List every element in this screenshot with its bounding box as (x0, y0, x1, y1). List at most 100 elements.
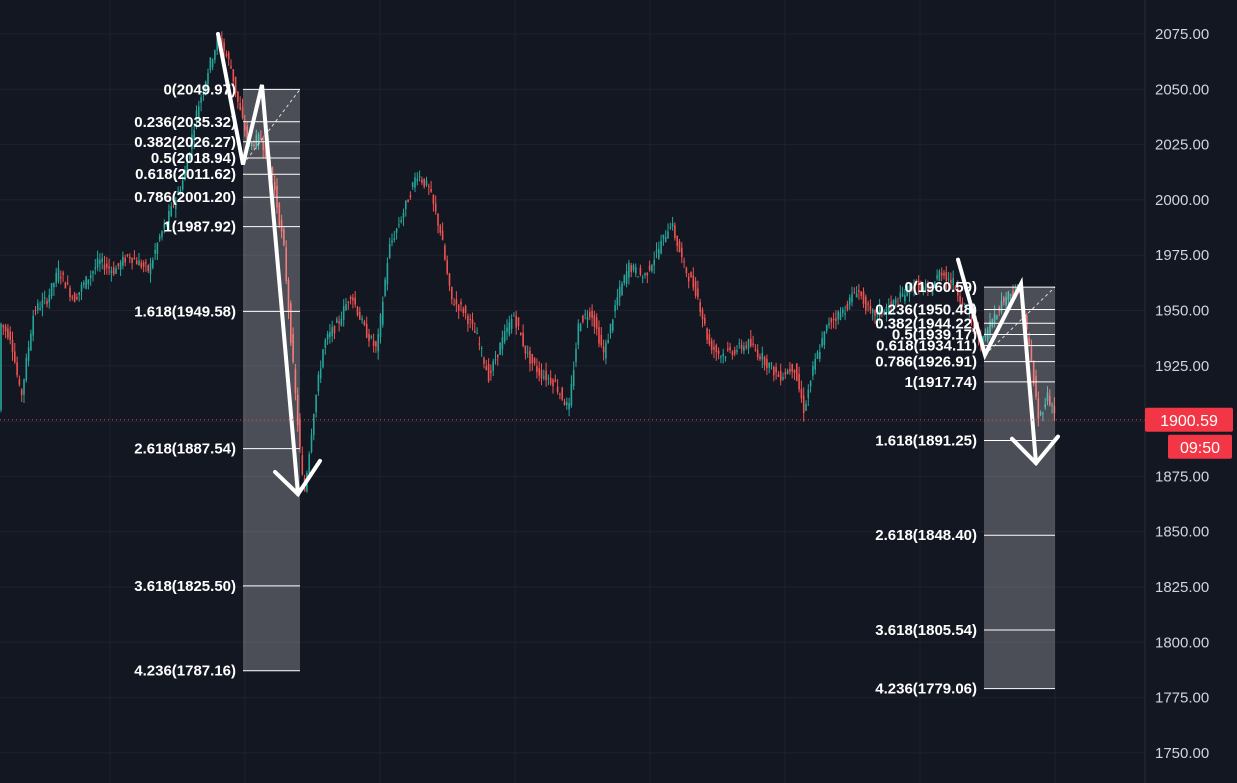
candle-body (262, 142, 264, 151)
candle-body (1028, 337, 1030, 345)
candle-body (326, 334, 329, 340)
candle-body (483, 357, 485, 364)
price-axis[interactable]: 2075.00 2050.00 2025.00 2000.00 1975.00 1950.… (1155, 26, 1209, 762)
candle-body (724, 356, 727, 358)
candle-body (888, 306, 890, 313)
candle-body (388, 243, 391, 258)
fibonacci-extensions[interactable]: 0(2049.97)0.236(2035.32)0.382(2026.27)0.… (134, 32, 1060, 698)
candle-body (768, 363, 770, 368)
candle-body (779, 370, 782, 381)
candle-body (727, 348, 729, 351)
candle-body (391, 240, 393, 243)
candle-body (60, 276, 62, 279)
candle-body (460, 301, 462, 305)
candle-body (122, 256, 124, 266)
candle-body (865, 296, 867, 311)
price-tick-label: 1825.00 (1155, 579, 1209, 596)
candle-body (492, 361, 494, 371)
candle-body (957, 287, 959, 296)
candle-body (296, 394, 299, 426)
candle-body (27, 347, 30, 361)
candle-body (96, 258, 99, 268)
fib-trend-guide (242, 89, 301, 165)
candle-body (365, 323, 368, 338)
candle-body (402, 212, 405, 218)
candle-body (851, 293, 853, 303)
candle-body (568, 402, 570, 410)
candle-body (848, 297, 851, 305)
candle-body (699, 302, 701, 312)
fib-extension-tool[interactable]: 0(2049.97)0.236(2035.32)0.382(2026.27)0.… (134, 32, 322, 680)
candle-body (890, 302, 892, 304)
candle-body (641, 277, 644, 279)
candle-body (163, 223, 166, 229)
candle-body (616, 297, 619, 306)
candle-body (280, 219, 283, 232)
candle-body (501, 337, 504, 350)
fib-level-label: 3.618(1825.50) (134, 578, 236, 595)
grid-lines (0, 0, 1145, 783)
candle-body (179, 190, 182, 193)
fib-extension-tool[interactable]: 0(1960.59)0.236(1950.48)0.382(1944.22)0.… (875, 257, 1060, 698)
candle-body (570, 383, 573, 406)
candlestick-series (0, 31, 1056, 493)
candle-body (193, 130, 195, 141)
candle-body (982, 336, 984, 346)
candle-body (393, 238, 396, 240)
candle-body (814, 358, 816, 370)
candle-body (188, 152, 191, 159)
candle-body (660, 240, 662, 254)
candle-body (432, 194, 435, 204)
candle-body (37, 303, 39, 310)
candle-body (524, 345, 527, 354)
candle-body (761, 352, 764, 360)
candle-body (421, 179, 423, 183)
candle-body (915, 280, 918, 282)
candle-body (1039, 412, 1042, 415)
candle-body (490, 370, 492, 373)
candle-body (246, 125, 248, 139)
candle-body (64, 282, 67, 289)
fib-level-label: 0.236(2035.32) (134, 114, 236, 131)
candle-body (970, 316, 973, 321)
candle-body (89, 275, 92, 278)
candle-body (43, 297, 46, 299)
candle-body (966, 305, 968, 307)
candle-body (678, 241, 681, 253)
candle-body (522, 332, 524, 347)
candle-body (117, 263, 120, 266)
candle-body (867, 303, 869, 305)
candle-body (1035, 375, 1037, 397)
candle-body (142, 262, 145, 267)
candle-body (685, 267, 688, 274)
candle-body (855, 293, 858, 298)
candle-body (869, 305, 872, 310)
candle-body (372, 340, 375, 346)
candle-body (549, 378, 552, 384)
candle-body (230, 66, 232, 69)
fib-level-label: 0.5(1939.17) (892, 326, 977, 343)
candle-body (842, 309, 844, 313)
candle-body (940, 272, 943, 276)
candle-body (959, 295, 961, 302)
candle-body (763, 357, 766, 366)
candle-body (4, 326, 7, 332)
candle-body (563, 401, 566, 406)
candle-body (119, 261, 122, 270)
candle-body (301, 455, 304, 475)
candle-body (158, 236, 161, 240)
candle-body (754, 349, 757, 351)
candle-body (934, 282, 936, 289)
fib-level-label: 0.236(1950.48) (875, 301, 977, 318)
candle-body (1037, 398, 1040, 419)
candle-body (110, 270, 113, 273)
candle-countdown: 09:50 (1180, 440, 1220, 457)
candle-body (782, 377, 784, 380)
candle-body (285, 247, 287, 281)
candle-body (853, 292, 856, 294)
candle-body (444, 245, 446, 260)
candle-body (115, 268, 117, 274)
candle-body (338, 321, 340, 324)
fib-trend-guide (984, 286, 1056, 356)
